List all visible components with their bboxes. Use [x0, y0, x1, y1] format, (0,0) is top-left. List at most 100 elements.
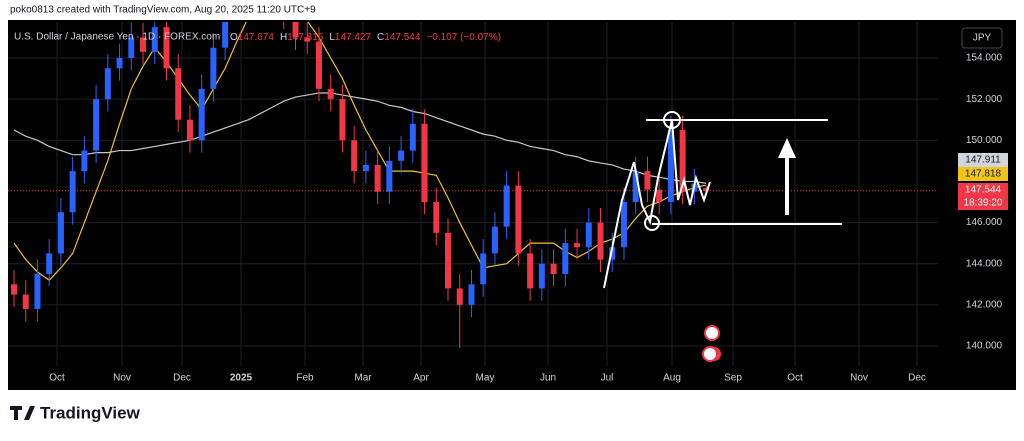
- candle-body: [116, 58, 123, 69]
- candle-body: [339, 99, 346, 141]
- x-tick-label: Nov: [113, 373, 131, 384]
- candle-body: [315, 41, 322, 89]
- x-tick-label: Dec: [908, 373, 926, 384]
- drawings: [603, 111, 842, 362]
- candle-body: [491, 226, 498, 254]
- legend-key: L: [329, 32, 335, 43]
- candle-body: [374, 164, 381, 192]
- x-tick-label: Jun: [540, 373, 556, 384]
- legend-value: 147.544: [384, 32, 421, 43]
- candle-body: [456, 288, 463, 305]
- price-tag-text: 147.911: [965, 155, 1001, 166]
- chart-panel: [8, 20, 1016, 390]
- price-tag: [958, 153, 1008, 167]
- x-tick-label: Aug: [663, 373, 681, 384]
- candle-body: [550, 263, 557, 274]
- candle-body: [445, 232, 452, 289]
- candle-body: [327, 88, 334, 100]
- candle-body: [69, 171, 76, 213]
- x-tick-label: Jul: [601, 373, 614, 384]
- countdown: 18:39:20: [964, 198, 1003, 209]
- legend-value: 147.816: [287, 32, 324, 43]
- candle-body: [585, 222, 592, 248]
- candle-body: [503, 185, 510, 227]
- x-tick-label: Nov: [850, 373, 868, 384]
- candle-body: [198, 88, 205, 141]
- candle-body: [597, 222, 604, 260]
- x-tick-label: Dec: [173, 373, 191, 384]
- x-tick-label: Apr: [413, 373, 429, 384]
- x-tick-label: Feb: [296, 373, 314, 384]
- price-tag: [958, 183, 1008, 210]
- candle-body: [186, 119, 193, 141]
- y-tick-label: 144.000: [966, 258, 1003, 269]
- ma-fast: [13, 22, 707, 281]
- candle-body: [632, 171, 639, 202]
- candle-body: [292, 22, 299, 38]
- candle-body: [34, 274, 41, 309]
- y-tick-label: 154.000: [966, 53, 1003, 64]
- candle-body: [574, 243, 581, 248]
- candle-body: [22, 294, 29, 309]
- candle-body: [304, 37, 311, 42]
- candle-body: [667, 130, 674, 202]
- candle-body: [409, 123, 416, 151]
- candle-body: [46, 253, 53, 274]
- candle-body: [151, 27, 158, 52]
- currency-button[interactable]: [961, 27, 1003, 49]
- candle-body: [468, 284, 475, 305]
- candle-body: [11, 284, 17, 295]
- caption: poko0813 created with TradingView.com, A…: [10, 5, 316, 16]
- legend-key: C: [377, 32, 384, 43]
- candle-body: [93, 99, 100, 151]
- price-tag-text: 147.818: [965, 169, 1002, 180]
- candle-body: [656, 189, 663, 202]
- price-tag-text: 147.544: [965, 185, 1002, 196]
- candle-body: [562, 243, 569, 274]
- candle-body: [538, 263, 545, 289]
- x-tick-label: Oct: [49, 373, 65, 384]
- legend-key: H: [280, 32, 287, 43]
- candle-body: [57, 212, 64, 254]
- currency[interactable]: JPY: [973, 33, 992, 44]
- circle-marker: [644, 215, 660, 231]
- candle-body: [433, 202, 440, 233]
- y-tick-label: 152.000: [966, 94, 1003, 105]
- candle-body: [175, 68, 182, 120]
- ma-slow: [13, 92, 707, 184]
- brand: TradingView: [40, 403, 141, 422]
- event-icon: [704, 325, 720, 341]
- y-tick-label: 150.000: [966, 135, 1003, 146]
- x-tick-label: Oct: [787, 373, 803, 384]
- x-tick-label: May: [476, 373, 495, 384]
- x-tick-label: Sep: [724, 373, 742, 384]
- y-tick-label: 142.000: [966, 299, 1003, 310]
- candle-body: [222, 22, 229, 48]
- candle-body: [527, 253, 534, 289]
- candle-body: [609, 247, 616, 260]
- candle-body: [128, 37, 135, 58]
- candle-body: [210, 47, 217, 89]
- circle-marker: [663, 111, 681, 129]
- x-tick-label: Mar: [354, 373, 372, 384]
- candle-body: [351, 140, 358, 172]
- footer-logo: TradingView: [10, 403, 141, 422]
- candle-body: [362, 164, 369, 172]
- candle-body: [398, 150, 405, 161]
- zigzag: [603, 119, 711, 289]
- x-tick-label: 2025: [230, 373, 253, 384]
- candle-body: [620, 202, 627, 248]
- candle-body: [81, 150, 88, 172]
- candle-body: [515, 185, 522, 254]
- price-tag: [958, 167, 1008, 181]
- event-icon: [702, 346, 718, 362]
- candle-body: [703, 188, 710, 191]
- legend-value: 147.674: [238, 32, 275, 43]
- candle-body: [421, 123, 428, 202]
- candle-body: [480, 253, 487, 285]
- candle-body: [644, 171, 651, 190]
- legend-change: −0.107 (−0.07%): [426, 32, 501, 43]
- y-tick-label: 146.000: [966, 217, 1003, 228]
- candle-body: [104, 68, 111, 100]
